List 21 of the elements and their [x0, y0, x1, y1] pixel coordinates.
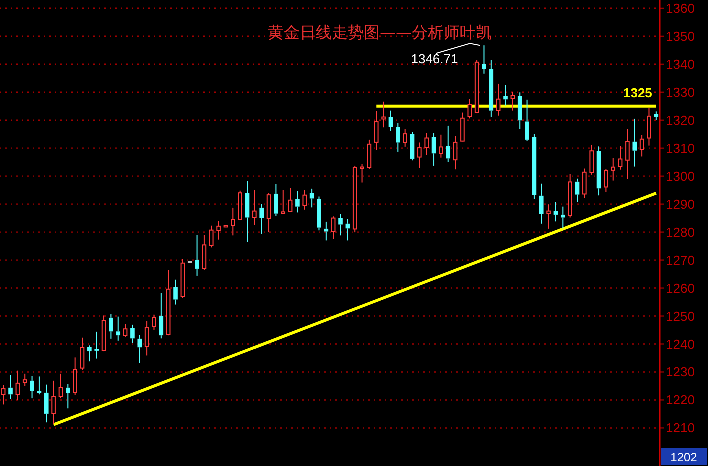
annotation: 1346.71 [411, 52, 458, 67]
y-tick-label: 1300 [666, 168, 695, 184]
y-tick-label: 1230 [666, 364, 695, 380]
y-tick-label: 1330 [666, 84, 695, 100]
annotation: 1346.71 [411, 43, 481, 67]
y-tick-label: 1340 [666, 56, 695, 72]
y-tick-label: 1260 [666, 280, 695, 296]
y-tick-label: 1240 [666, 336, 695, 352]
y-tick-label: 1350 [666, 28, 695, 44]
y-tick-label: 1220 [666, 392, 695, 408]
y-tick-label: 1280 [666, 224, 695, 240]
y-tick-label: 1360 [666, 0, 695, 16]
annotation: 1325 [624, 85, 652, 100]
y-tick-label: 1250 [666, 308, 695, 324]
y-tick-label: 1210 [666, 420, 695, 436]
title: 黄金日线走势图——分析师叶凯 [268, 23, 492, 42]
annotation: 1202 [661, 448, 707, 465]
y-tick-label: 1310 [666, 140, 695, 156]
y-tick-label: 1290 [666, 196, 695, 212]
y-tick-label: 1270 [666, 252, 695, 268]
y-tick-label: 1320 [666, 112, 695, 128]
